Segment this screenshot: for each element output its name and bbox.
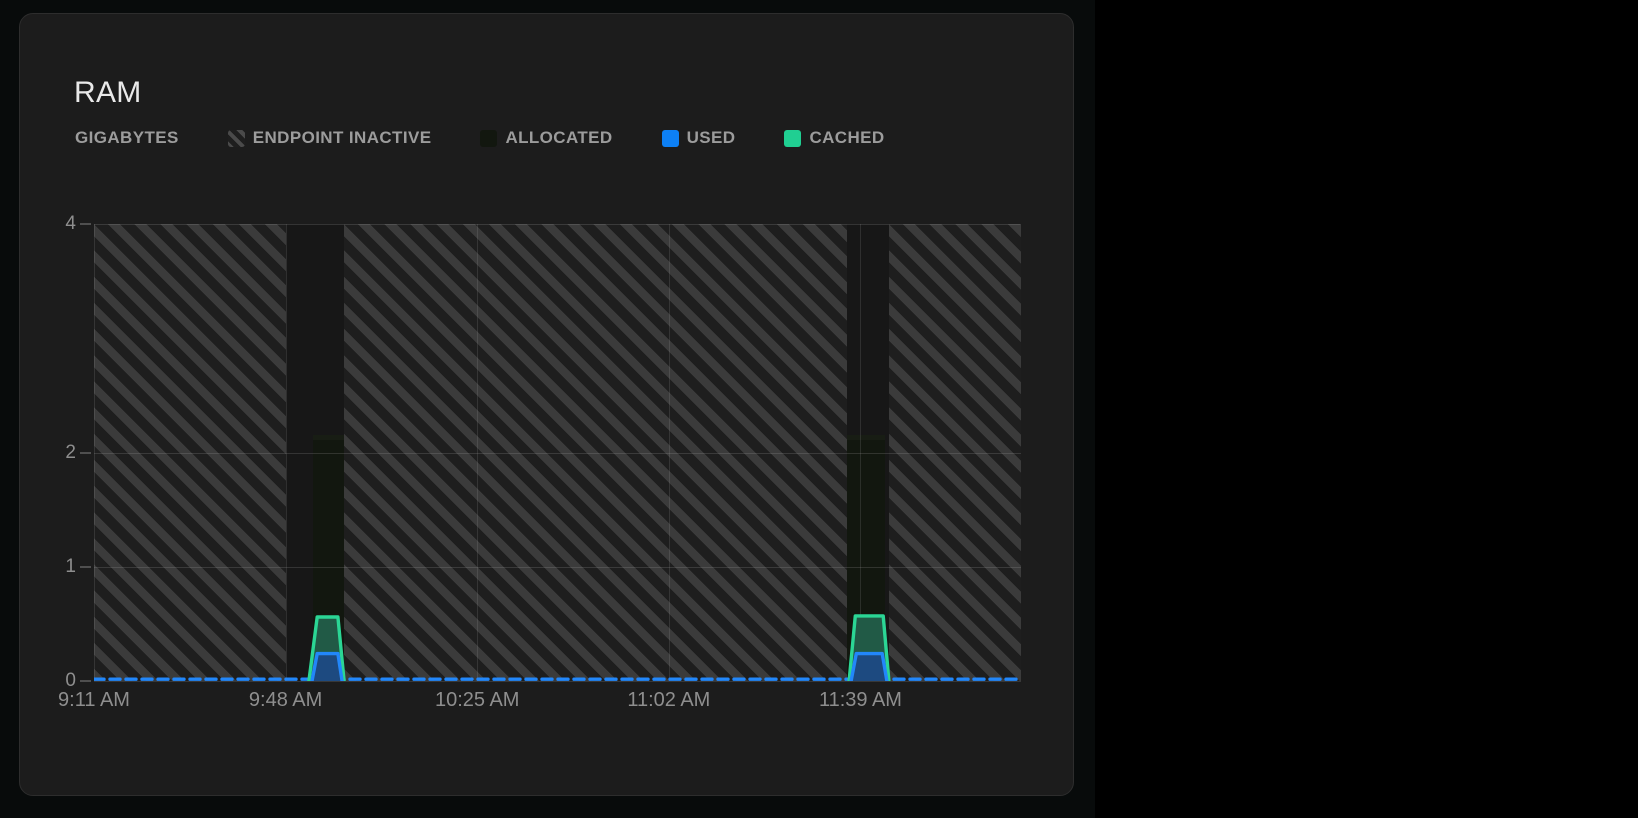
y-axis-tick — [80, 223, 91, 225]
legend-item-label: USED — [686, 128, 736, 147]
y-axis-label: 2 — [65, 441, 76, 463]
cached-swatch-icon — [784, 129, 802, 147]
legend-item-allocated: ALLOCATED — [480, 128, 612, 148]
cached-line — [307, 615, 346, 681]
v-gridline — [285, 224, 287, 681]
y-axis-tick — [80, 680, 91, 682]
y-axis-label: 4 — [65, 213, 76, 234]
chart — [94, 224, 1021, 682]
v-gridline — [94, 224, 95, 681]
v-gridline — [668, 224, 670, 681]
endpoint-inactive-swatch-icon — [227, 129, 245, 147]
v-gridline — [860, 224, 862, 681]
x-axis-label: 11:02 AM — [627, 689, 711, 711]
y-axis-tick — [80, 451, 91, 454]
used-line — [849, 651, 889, 681]
legend-item-endpoint-inactive: ENDPOINT INACTIVE — [227, 128, 432, 148]
y-axis-label: 1 — [65, 555, 76, 577]
plot-area[interactable] — [94, 224, 1021, 682]
used-swatch-icon — [661, 129, 679, 147]
ram-chart-card: RAM GIGABYTES ENDPOINT INACTIVE ALLOCATED… — [19, 13, 1074, 796]
h-gridline — [94, 224, 1021, 225]
used-area — [312, 653, 343, 681]
x-axis: 9:11 AM 9:48 AM 10:25 AM 11:02 AM 11:39 AM — [58, 689, 1021, 715]
endpoint-inactive-region — [888, 224, 1021, 681]
v-gridline — [477, 224, 479, 681]
x-axis-label: 9:48 AM — [248, 689, 323, 711]
endpoint-inactive-region — [344, 224, 847, 681]
used-line — [310, 651, 344, 681]
page-title: RAM — [74, 76, 142, 109]
legend-item-label: CACHED — [809, 128, 885, 147]
endpoint-inactive-region — [94, 224, 287, 681]
x-axis-label: 9:11 AM — [58, 689, 130, 711]
legend-item-used: USED — [661, 128, 736, 148]
legend: GIGABYTES ENDPOINT INACTIVE ALLOCATED USED… — [75, 128, 885, 148]
h-gridline — [94, 452, 1021, 454]
page-content: RAM GIGABYTES ENDPOINT INACTIVE ALLOCATED… — [0, 0, 1095, 818]
legend-item-cached: CACHED — [784, 128, 884, 148]
x-axis-label: 10:25 AM — [434, 689, 520, 711]
series-layer — [94, 614, 1021, 681]
used-area — [851, 653, 887, 681]
cached-line — [847, 614, 891, 681]
h-gridline — [94, 566, 1021, 568]
y-axis: 0 1 2 4 — [20, 213, 94, 691]
y-axis-label: 0 — [65, 670, 76, 691]
legend-item-label: ENDPOINT INACTIVE — [252, 128, 432, 147]
allocated-swatch-icon — [480, 129, 498, 147]
y-axis-tick — [80, 565, 91, 568]
legend-unit-label: GIGABYTES — [75, 128, 179, 147]
h-gridline — [94, 681, 1021, 682]
legend-item-label: ALLOCATED — [505, 128, 613, 147]
x-axis-label: 11:39 AM — [818, 689, 902, 711]
